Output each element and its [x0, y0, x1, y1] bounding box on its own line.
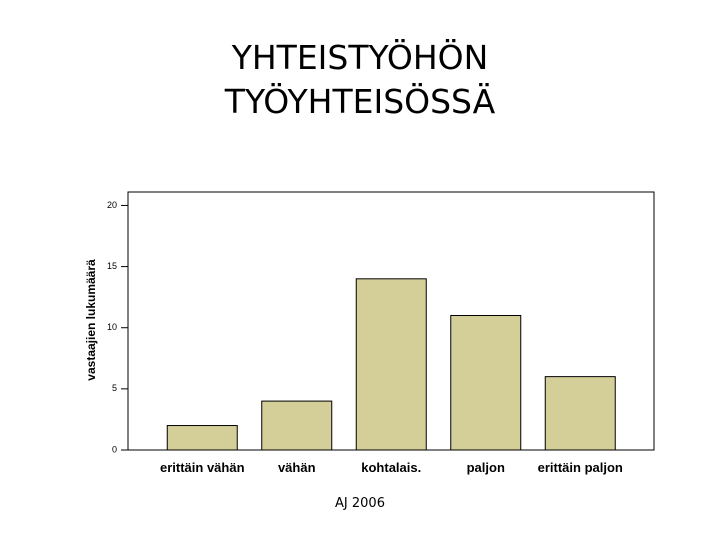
footer: AJ 2006	[335, 496, 385, 511]
y-tick-label: 5	[112, 383, 117, 393]
bar	[355, 278, 427, 451]
slide-title: YHTEISTYÖHÖN TYÖYHTEISÖSSÄ	[224, 38, 496, 121]
y-tick-label: 0	[112, 444, 117, 454]
x-tick-label: kohtalais.	[361, 460, 422, 475]
y-tick-label: 15	[107, 261, 117, 271]
bar	[166, 425, 238, 451]
y-axis-label: vastaajien lukumäärä	[84, 259, 98, 381]
x-tick-label: vähän	[277, 460, 316, 475]
bar	[450, 314, 522, 451]
bar	[544, 376, 616, 451]
bar	[261, 400, 333, 451]
x-tick-label: paljon	[466, 460, 505, 475]
x-tick-label: erittäin vähän	[159, 460, 245, 475]
y-tick-label: 20	[107, 200, 117, 210]
y-tick-label: 10	[107, 322, 117, 332]
x-tick-label: erittäin paljon	[537, 460, 623, 475]
